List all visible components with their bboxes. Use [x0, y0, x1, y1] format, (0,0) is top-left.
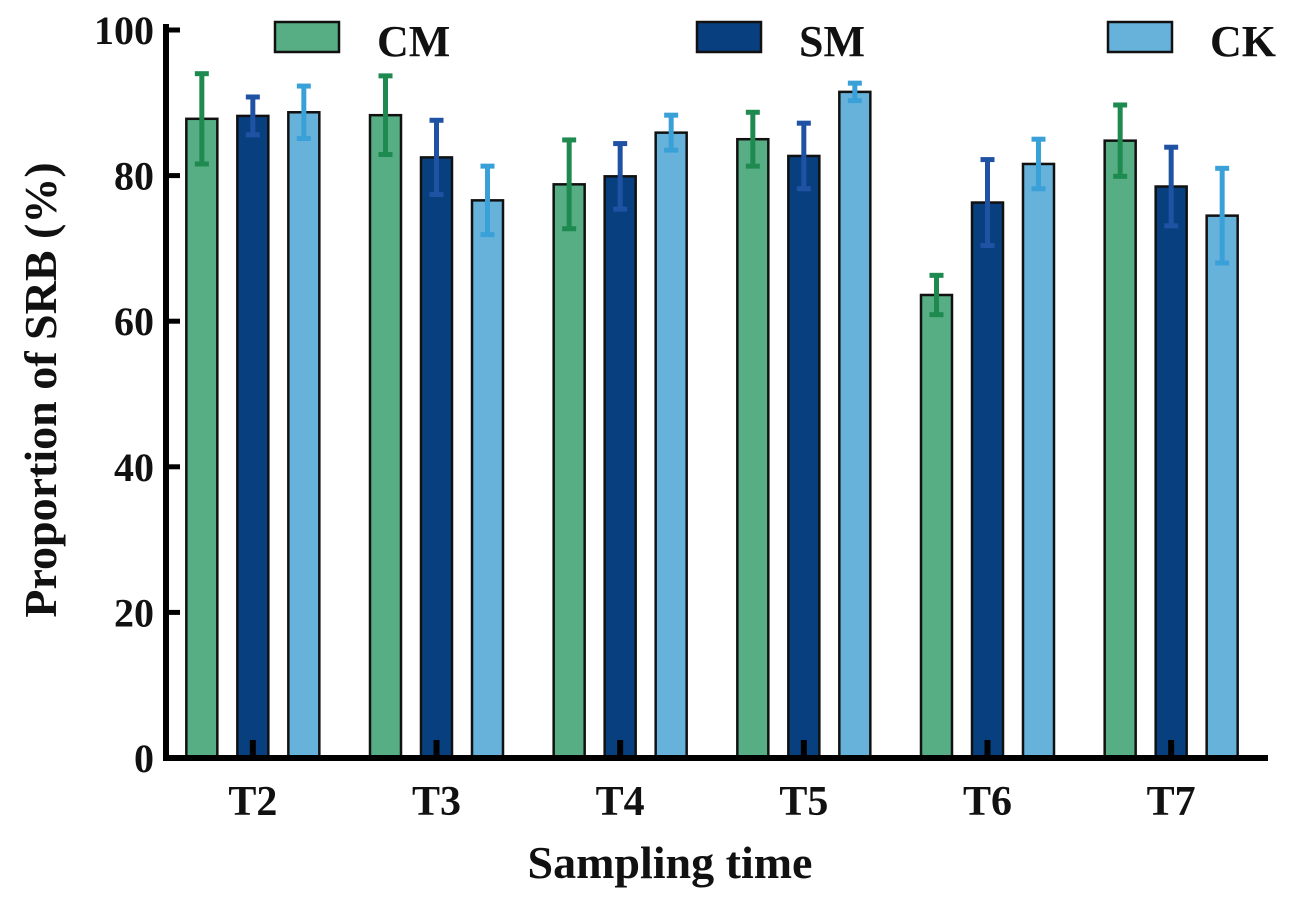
legend-label-CM: CM [377, 17, 450, 66]
x-axis-label: Sampling time [528, 837, 813, 888]
x-tick-label: T3 [412, 779, 461, 825]
x-tick-label: T7 [1147, 779, 1196, 825]
bar-CK-T2 [287, 111, 321, 760]
x-tick-labels: T2 T3 T4 T5 T6 T7 [228, 740, 1196, 825]
bar-CK-T5 [838, 90, 872, 760]
legend: CM SM CK [273, 17, 1276, 66]
axes [163, 24, 1268, 761]
bar-CM-T7 [1103, 139, 1137, 760]
y-tick-label: 0 [134, 736, 154, 781]
bar-CM-T5 [736, 137, 770, 760]
y-tick-label: 60 [114, 299, 154, 344]
x-tick-label: T5 [779, 779, 828, 825]
bar-CM-T4 [552, 183, 586, 760]
y-tick-label: 40 [114, 445, 154, 490]
y-tick-label: 80 [114, 154, 154, 199]
bar-SM-T7 [1154, 185, 1188, 760]
bar-CM-T2 [185, 117, 219, 760]
y-tick-label: 20 [114, 590, 154, 635]
x-tick-label: T6 [963, 779, 1012, 825]
bar-CK-T6 [1021, 162, 1056, 760]
x-tick-label: T4 [596, 779, 645, 825]
y-tick-label: 100 [94, 8, 154, 53]
x-tick-label: T2 [228, 779, 277, 825]
legend-swatch-CK [1106, 20, 1174, 54]
bar-SM-T6 [970, 201, 1005, 760]
bar-SM-T2 [236, 114, 270, 760]
bar-SM-T3 [419, 156, 454, 760]
legend-swatch-SM [695, 20, 763, 54]
legend-swatch-CM [273, 20, 341, 54]
bar-SM-T5 [787, 154, 821, 760]
bar-CK-T3 [470, 199, 505, 760]
bar-CK-T7 [1205, 214, 1239, 760]
legend-label-CK: CK [1210, 17, 1276, 66]
bar-CM-T3 [368, 113, 403, 760]
y-axis-ticks: 0 20 40 60 80 100 [94, 8, 180, 781]
bar-CK-T4 [654, 131, 688, 760]
bars [185, 71, 1239, 760]
legend-label-SM: SM [799, 17, 865, 66]
y-axis-label: Proportion of SRB (%) [15, 162, 66, 617]
bar-CM-T6 [919, 293, 954, 760]
bar-SM-T4 [603, 175, 637, 760]
